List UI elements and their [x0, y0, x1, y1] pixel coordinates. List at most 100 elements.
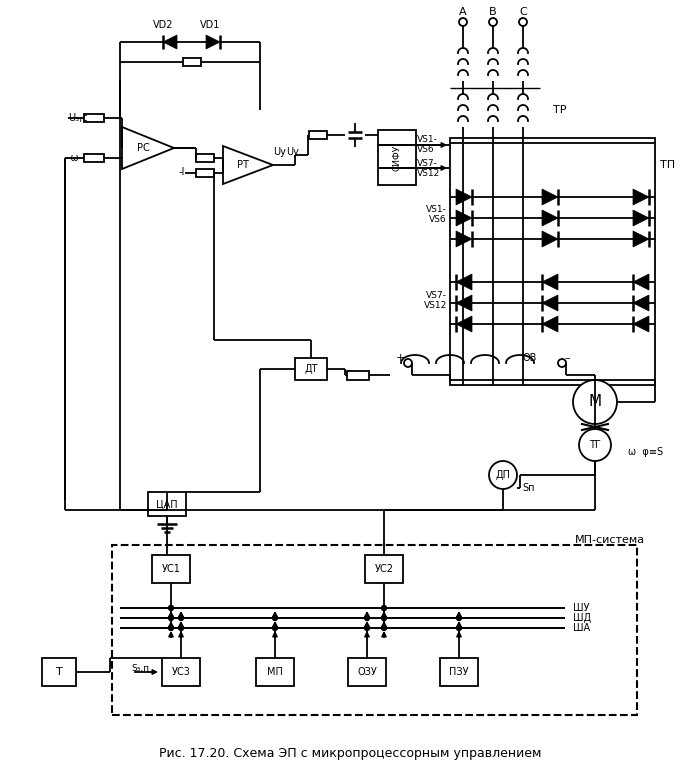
Text: СИФУ: СИФУ: [393, 145, 402, 171]
Text: -I: -I: [178, 167, 185, 177]
Circle shape: [579, 429, 611, 461]
Text: М: М: [589, 395, 601, 409]
Circle shape: [489, 461, 517, 489]
Polygon shape: [122, 127, 174, 169]
Circle shape: [459, 18, 467, 26]
Text: ТГ: ТГ: [589, 440, 601, 450]
Text: ОВ: ОВ: [523, 353, 537, 363]
Bar: [148, 492, 186, 516]
Text: A: A: [459, 7, 467, 17]
Text: ОЗУ: ОЗУ: [357, 667, 377, 677]
Text: УС2: УС2: [374, 564, 393, 574]
Text: ША: ША: [573, 623, 590, 633]
Polygon shape: [456, 274, 472, 290]
Text: VD2: VD2: [153, 20, 174, 30]
Circle shape: [519, 18, 527, 26]
Text: VD1: VD1: [199, 20, 220, 30]
Text: S₃,п: S₃,п: [131, 664, 149, 672]
Bar: [365, 555, 403, 583]
Text: ЦАП: ЦАП: [156, 499, 178, 509]
Bar: [440, 658, 478, 686]
Text: Рис. 17.20. Схема ЭП с микропроцессорным управлением: Рис. 17.20. Схема ЭП с микропроцессорным…: [159, 748, 541, 760]
Circle shape: [169, 615, 174, 621]
Text: МП: МП: [267, 667, 283, 677]
Polygon shape: [542, 210, 558, 226]
Circle shape: [272, 615, 277, 621]
Bar: [84, 114, 104, 122]
Text: VS7-: VS7-: [426, 291, 447, 299]
Polygon shape: [542, 189, 558, 205]
Polygon shape: [633, 210, 649, 226]
Circle shape: [178, 615, 183, 621]
Text: +: +: [395, 353, 405, 363]
Bar: [348, 658, 386, 686]
Text: УС3: УС3: [172, 667, 190, 677]
Text: РС: РС: [136, 143, 149, 153]
Bar: [112, 545, 637, 715]
Bar: [309, 131, 327, 139]
Text: –: –: [564, 353, 570, 363]
Text: B: B: [489, 7, 497, 17]
Circle shape: [365, 625, 370, 631]
Text: РТ: РТ: [237, 160, 249, 170]
Bar: [295, 358, 327, 380]
Polygon shape: [456, 210, 472, 226]
Bar: [347, 371, 369, 380]
Polygon shape: [542, 231, 558, 247]
Bar: [84, 154, 104, 162]
Polygon shape: [456, 231, 472, 247]
Circle shape: [558, 359, 566, 367]
Circle shape: [382, 605, 386, 611]
Circle shape: [456, 615, 461, 621]
Text: VS12: VS12: [417, 169, 440, 177]
Polygon shape: [456, 295, 472, 311]
Circle shape: [365, 615, 370, 621]
Circle shape: [489, 18, 497, 26]
Bar: [450, 138, 655, 385]
Circle shape: [169, 625, 174, 631]
Text: Uу: Uу: [286, 147, 300, 157]
Circle shape: [404, 359, 412, 367]
Polygon shape: [633, 231, 649, 247]
Text: VS1-: VS1-: [426, 206, 447, 214]
Text: МП-система: МП-система: [575, 535, 645, 545]
Circle shape: [272, 625, 277, 631]
Polygon shape: [633, 316, 649, 332]
Text: VS6: VS6: [429, 216, 447, 224]
Text: ДП: ДП: [496, 470, 510, 480]
Text: ДТ: ДТ: [304, 364, 318, 374]
Text: ШУ: ШУ: [573, 603, 589, 613]
Circle shape: [178, 625, 183, 631]
Text: Uу: Uу: [274, 147, 286, 157]
Text: Т: Т: [55, 667, 62, 677]
Polygon shape: [633, 274, 649, 290]
Text: U₃,c: U₃,c: [68, 113, 88, 123]
Polygon shape: [456, 316, 472, 332]
Text: VS6: VS6: [417, 146, 435, 154]
Text: VS12: VS12: [424, 301, 447, 309]
Bar: [42, 658, 76, 686]
Polygon shape: [223, 146, 273, 184]
Text: УС1: УС1: [162, 564, 181, 574]
Text: ПЗУ: ПЗУ: [449, 667, 469, 677]
Text: VS1-: VS1-: [417, 136, 438, 144]
Text: ТП: ТП: [660, 160, 675, 170]
Circle shape: [573, 380, 617, 424]
Bar: [256, 658, 294, 686]
Bar: [152, 555, 190, 583]
Polygon shape: [633, 295, 649, 311]
Bar: [162, 658, 200, 686]
Bar: [183, 58, 201, 66]
Bar: [196, 154, 214, 162]
Text: ω  φ≡S: ω φ≡S: [628, 447, 663, 457]
Circle shape: [382, 615, 386, 621]
Polygon shape: [456, 189, 472, 205]
Polygon shape: [542, 295, 558, 311]
Circle shape: [169, 605, 174, 611]
Text: C: C: [519, 7, 527, 17]
Bar: [378, 130, 416, 185]
Polygon shape: [163, 35, 177, 49]
Text: Sп: Sп: [522, 483, 535, 493]
Text: VS7-: VS7-: [417, 159, 438, 167]
Polygon shape: [206, 35, 220, 49]
